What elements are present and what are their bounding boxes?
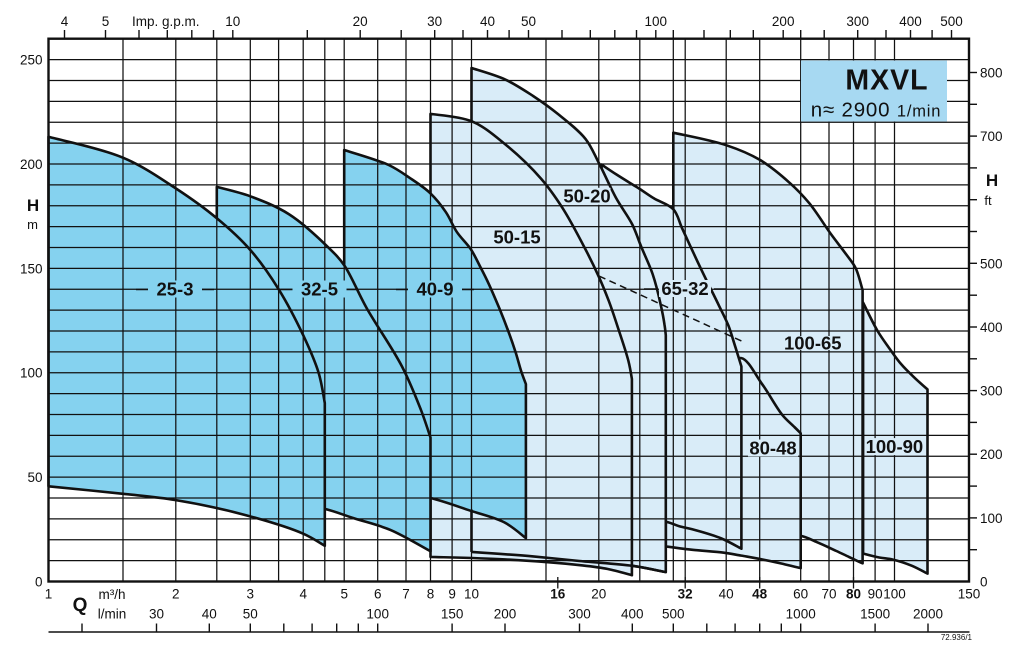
svg-text:500: 500	[980, 256, 1003, 271]
svg-text:100: 100	[980, 511, 1003, 526]
svg-text:4: 4	[61, 14, 69, 29]
svg-text:10: 10	[225, 14, 240, 29]
svg-text:80: 80	[846, 587, 861, 602]
svg-text:Imp. g.p.m.: Imp. g.p.m.	[132, 14, 200, 29]
svg-text:400: 400	[621, 607, 644, 622]
svg-text:500: 500	[940, 14, 963, 29]
svg-text:150: 150	[958, 587, 981, 602]
svg-text:100: 100	[883, 587, 906, 602]
svg-text:50-15: 50-15	[493, 226, 540, 247]
svg-text:100: 100	[20, 366, 43, 381]
svg-text:H: H	[27, 196, 39, 215]
svg-text:20: 20	[353, 14, 368, 29]
svg-text:m³/h: m³/h	[99, 587, 126, 602]
svg-text:50-20: 50-20	[563, 186, 610, 207]
svg-text:200: 200	[20, 157, 43, 172]
svg-text:50: 50	[521, 14, 536, 29]
svg-text:9: 9	[448, 587, 456, 602]
svg-text:100-65: 100-65	[784, 332, 842, 353]
svg-text:1: 1	[45, 587, 53, 602]
svg-text:30: 30	[149, 607, 164, 622]
svg-text:200: 200	[980, 447, 1003, 462]
svg-text:800: 800	[980, 66, 1003, 81]
svg-text:200: 200	[772, 14, 795, 29]
svg-text:5: 5	[340, 587, 348, 602]
svg-text:0: 0	[980, 575, 988, 590]
svg-text:2: 2	[172, 587, 180, 602]
svg-text:400: 400	[980, 320, 1003, 335]
svg-text:4: 4	[299, 587, 307, 602]
svg-text:30: 30	[427, 14, 442, 29]
svg-text:300: 300	[568, 607, 591, 622]
svg-text:300: 300	[980, 384, 1003, 399]
svg-text:150: 150	[441, 607, 464, 622]
svg-text:1000: 1000	[786, 607, 816, 622]
svg-text:48: 48	[752, 587, 768, 602]
svg-text:20: 20	[591, 587, 606, 602]
svg-text:500: 500	[662, 607, 685, 622]
svg-text:65-32: 65-32	[661, 278, 708, 299]
svg-text:40: 40	[480, 14, 495, 29]
svg-text:H: H	[986, 171, 998, 190]
svg-text:Q: Q	[73, 595, 88, 616]
svg-text:ft: ft	[984, 193, 992, 208]
svg-text:0: 0	[35, 575, 43, 590]
svg-text:16: 16	[550, 587, 566, 602]
svg-text:n≈ 2900 1/min: n≈ 2900 1/min	[811, 99, 941, 122]
svg-text:300: 300	[846, 14, 869, 29]
svg-text:40-9: 40-9	[416, 278, 453, 299]
svg-text:70: 70	[821, 587, 836, 602]
svg-text:2000: 2000	[913, 607, 943, 622]
svg-text:5: 5	[102, 14, 110, 29]
svg-text:400: 400	[899, 14, 922, 29]
svg-text:6: 6	[374, 587, 382, 602]
svg-text:8: 8	[427, 587, 435, 602]
svg-text:7: 7	[402, 587, 410, 602]
svg-text:100: 100	[366, 607, 389, 622]
svg-text:200: 200	[494, 607, 517, 622]
svg-text:72.936/1: 72.936/1	[941, 633, 973, 642]
svg-text:32: 32	[678, 587, 693, 602]
svg-text:25-3: 25-3	[156, 278, 193, 299]
svg-text:250: 250	[20, 53, 43, 68]
svg-text:100: 100	[645, 14, 668, 29]
svg-text:1500: 1500	[860, 607, 890, 622]
svg-text:80-48: 80-48	[749, 437, 796, 458]
svg-text:700: 700	[980, 129, 1003, 144]
svg-text:32-5: 32-5	[301, 278, 338, 299]
svg-text:3: 3	[247, 587, 255, 602]
svg-text:l/min: l/min	[98, 607, 127, 622]
svg-text:60: 60	[793, 587, 808, 602]
svg-text:50: 50	[243, 607, 258, 622]
svg-text:40: 40	[719, 587, 734, 602]
svg-text:MXVL: MXVL	[845, 65, 928, 97]
svg-text:40: 40	[202, 607, 217, 622]
svg-text:10: 10	[464, 587, 479, 602]
svg-text:150: 150	[20, 261, 43, 276]
svg-text:100-90: 100-90	[866, 436, 924, 457]
svg-text:m: m	[27, 217, 38, 232]
svg-text:50: 50	[27, 470, 42, 485]
svg-text:90: 90	[868, 587, 883, 602]
